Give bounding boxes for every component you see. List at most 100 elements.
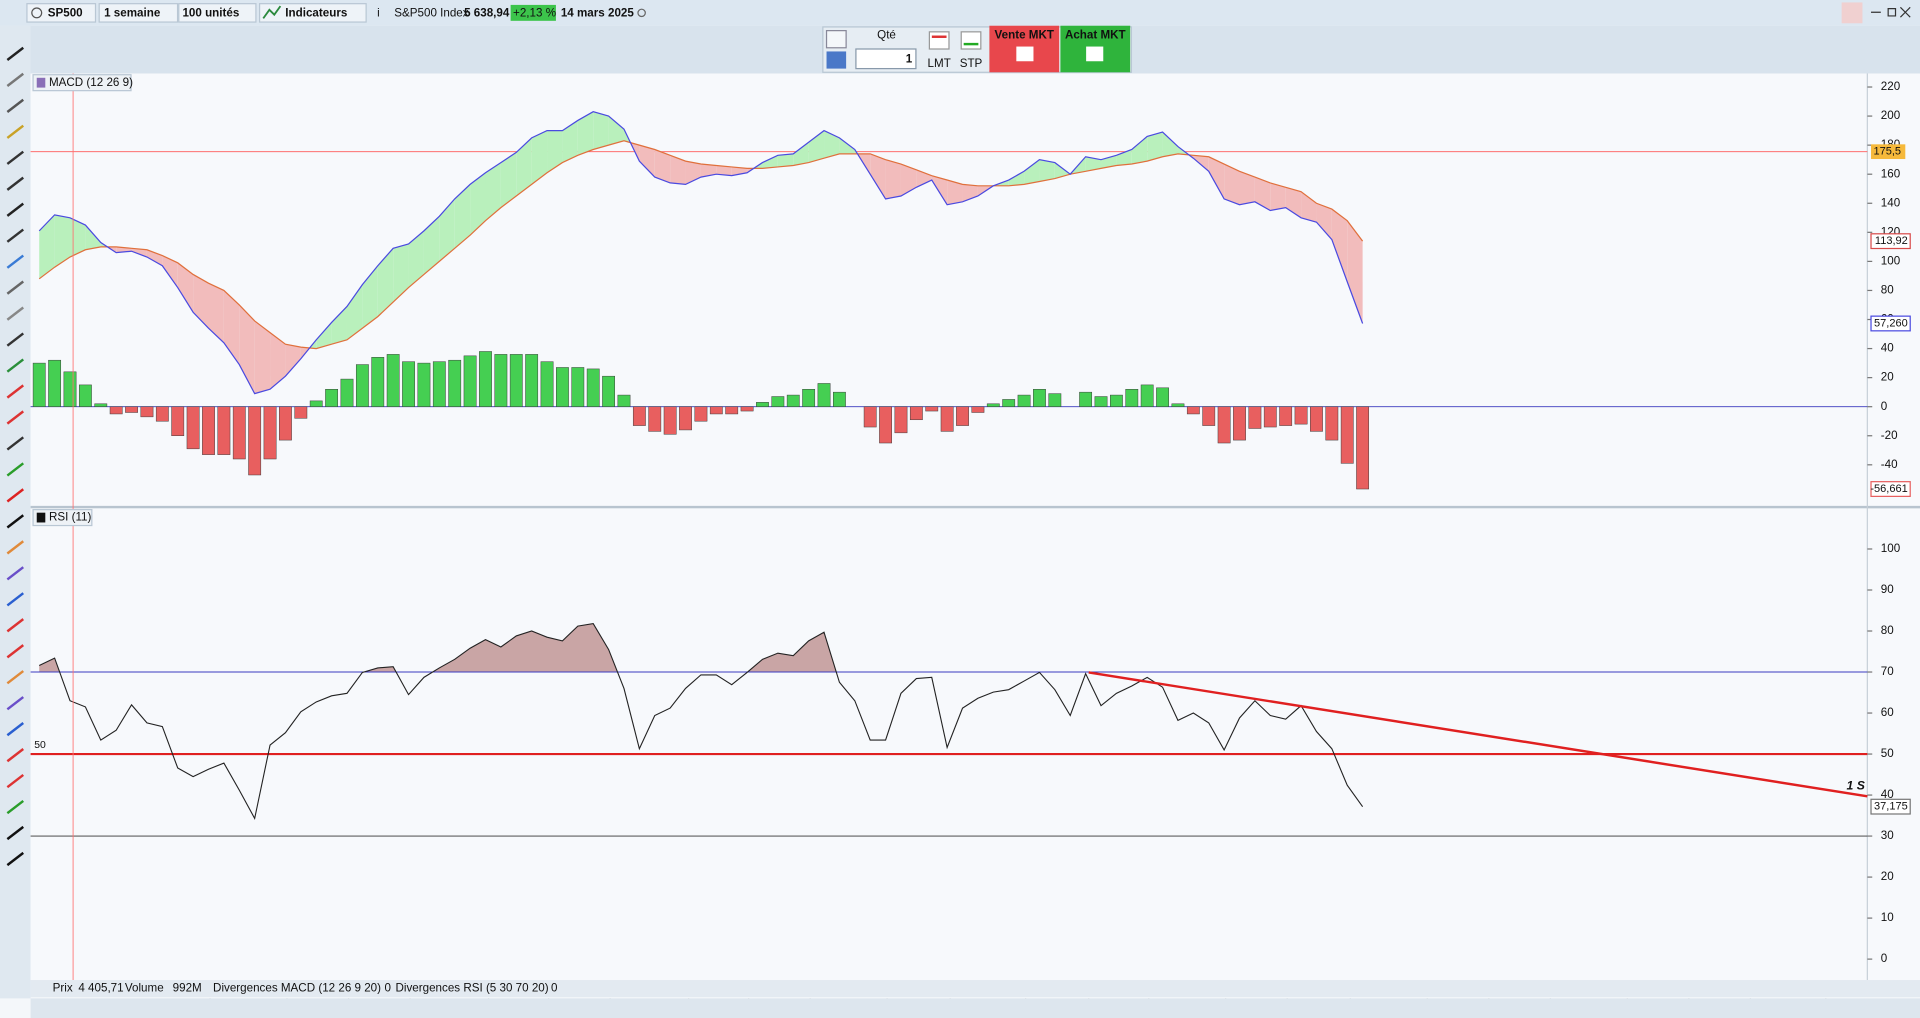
histogram-bar: [94, 403, 108, 407]
info-icon[interactable]: i: [377, 7, 380, 20]
y-tick-label: 10: [1881, 911, 1894, 924]
histogram-bar: [1263, 406, 1277, 428]
tool-icon[interactable]: [6, 332, 25, 347]
sell-label[interactable]: Vente MKT: [995, 29, 1054, 42]
cloud: [1254, 177, 1271, 211]
cloud: [916, 169, 932, 188]
keypad-button[interactable]: [826, 51, 847, 69]
y-tick-label: 80: [1881, 624, 1894, 637]
limit-icon[interactable]: [928, 31, 950, 50]
cloud: [208, 283, 224, 343]
cloud: [1316, 203, 1332, 240]
sync-button[interactable]: [1841, 2, 1863, 24]
y-tick-label: 140: [1881, 196, 1901, 209]
tool-icon[interactable]: [6, 358, 25, 373]
tool-icon[interactable]: [6, 618, 25, 633]
tool-icon[interactable]: [6, 825, 25, 841]
settings-button[interactable]: [825, 30, 847, 49]
symbol-select[interactable]: [26, 3, 97, 23]
tool-icon[interactable]: [6, 540, 25, 555]
tool-icon[interactable]: [6, 280, 25, 295]
qty-value[interactable]: 1: [906, 52, 913, 65]
cloud: [331, 306, 347, 345]
tool-icon[interactable]: [6, 722, 25, 737]
tool-icon[interactable]: [6, 124, 25, 139]
cloud: [885, 159, 901, 199]
symbol[interactable]: SP500: [48, 7, 83, 20]
period[interactable]: 1 semaine: [104, 7, 161, 20]
quantity[interactable]: 100 unités: [182, 7, 239, 20]
histogram-bar: [1325, 406, 1339, 441]
histogram-bar: [1171, 403, 1185, 407]
tool-icon[interactable]: [6, 799, 25, 815]
cloud: [639, 145, 655, 178]
cloud: [408, 230, 424, 288]
tool-icon[interactable]: [6, 202, 25, 217]
cloud: [500, 152, 517, 208]
histogram-bar: [694, 406, 708, 422]
tool-icon[interactable]: [6, 462, 25, 477]
stop-button[interactable]: STP: [960, 57, 983, 70]
histogram-bar: [155, 406, 169, 422]
tool-icon[interactable]: [6, 98, 25, 113]
volume-label: Volume: [125, 982, 164, 995]
tool-icon[interactable]: [6, 670, 25, 685]
tool-icon[interactable]: [6, 514, 25, 529]
tool-icon[interactable]: [6, 566, 25, 581]
cloud: [1301, 191, 1317, 223]
cloud: [839, 137, 855, 154]
histogram-bar: [248, 406, 262, 476]
histogram-bar: [509, 354, 523, 407]
quantity-select[interactable]: [178, 3, 257, 23]
rsi-tag[interactable]: [32, 508, 93, 527]
status-bar: [30, 980, 1920, 998]
cloud: [593, 111, 609, 150]
histogram-bar: [1079, 391, 1093, 407]
tool-icon[interactable]: [6, 592, 25, 607]
histogram-bar: [1294, 406, 1308, 425]
tool-icon[interactable]: [6, 748, 25, 763]
tool-icon[interactable]: [6, 228, 25, 243]
tool-icon[interactable]: [6, 72, 25, 87]
cloud: [516, 137, 532, 196]
tool-icon[interactable]: [6, 410, 25, 425]
indicators-button[interactable]: [258, 3, 367, 23]
macd-tag[interactable]: [32, 74, 132, 92]
tool-icon[interactable]: [6, 644, 25, 659]
cloud: [947, 180, 963, 205]
histogram-bar: [802, 389, 816, 407]
cursor-price: 4 405,71: [78, 982, 123, 995]
cloud: [1224, 164, 1240, 205]
cloud: [1054, 162, 1071, 179]
rsi-divergences-count: 0: [551, 982, 558, 995]
y-tick-label: 30: [1881, 829, 1894, 842]
cloud: [423, 216, 440, 275]
tool-icon[interactable]: [6, 254, 25, 269]
tool-icon[interactable]: [6, 150, 25, 165]
cloud: [1239, 171, 1255, 205]
histogram-bar: [740, 406, 754, 412]
tool-icon[interactable]: [6, 773, 25, 789]
tool-icon[interactable]: [6, 306, 25, 321]
sell-icon: [1016, 46, 1034, 62]
limit-button[interactable]: LMT: [928, 57, 951, 70]
indicators[interactable]: Indicateurs: [285, 7, 347, 20]
tool-icon[interactable]: [6, 384, 25, 399]
tool-icon[interactable]: [6, 436, 25, 451]
cloud: [177, 262, 194, 313]
buy-label[interactable]: Achat MKT: [1065, 29, 1126, 42]
stop-icon[interactable]: [960, 31, 982, 50]
tool-icon[interactable]: [6, 851, 25, 867]
tool-icon[interactable]: [6, 488, 25, 503]
tool-icon[interactable]: [6, 176, 25, 191]
period-select[interactable]: [98, 3, 179, 23]
cloud: [808, 130, 825, 163]
rsi-title: RSI (11): [49, 511, 92, 524]
qty-input[interactable]: [855, 48, 917, 70]
histogram-bar: [663, 406, 677, 435]
tool-icon[interactable]: [6, 46, 25, 61]
tool-icon[interactable]: [6, 696, 25, 711]
window-controls[interactable]: [1871, 6, 1911, 18]
